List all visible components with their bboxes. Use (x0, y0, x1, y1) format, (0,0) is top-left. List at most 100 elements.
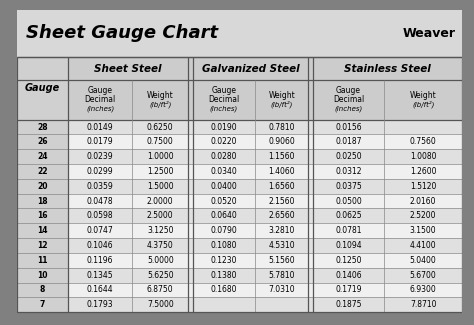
Text: 0.0747: 0.0747 (87, 226, 113, 235)
Text: 2.0160: 2.0160 (410, 197, 437, 206)
Text: Weight: Weight (147, 91, 173, 100)
Text: Sheet Steel: Sheet Steel (94, 64, 162, 73)
Text: 0.1680: 0.1680 (210, 285, 237, 294)
Text: 3.1250: 3.1250 (147, 226, 173, 235)
Text: Weight: Weight (268, 91, 295, 100)
Text: 1.0080: 1.0080 (410, 152, 437, 161)
Text: 2.1560: 2.1560 (268, 197, 295, 206)
Text: 0.0179: 0.0179 (87, 137, 113, 146)
Text: 0.6250: 0.6250 (147, 123, 173, 132)
Text: 0.0478: 0.0478 (87, 197, 113, 206)
Text: 0.1345: 0.1345 (87, 271, 113, 280)
Text: 1.4060: 1.4060 (268, 167, 295, 176)
Text: 0.1793: 0.1793 (87, 300, 113, 309)
Text: Gauge: Gauge (211, 86, 236, 95)
Text: 14: 14 (37, 226, 47, 235)
Text: 0.7810: 0.7810 (268, 123, 295, 132)
Text: Decimal: Decimal (333, 95, 364, 104)
Text: 1.5000: 1.5000 (147, 182, 173, 191)
Text: 4.3750: 4.3750 (147, 241, 173, 250)
Text: Weaver: Weaver (402, 27, 456, 40)
FancyBboxPatch shape (68, 135, 462, 149)
Text: 1.2600: 1.2600 (410, 167, 437, 176)
Text: 0.7560: 0.7560 (410, 137, 437, 146)
Text: 8: 8 (39, 285, 45, 294)
Text: 26: 26 (37, 137, 47, 146)
Text: 0.1250: 0.1250 (335, 256, 362, 265)
Text: 7.8710: 7.8710 (410, 300, 437, 309)
Text: 5.6250: 5.6250 (147, 271, 173, 280)
Text: 0.0299: 0.0299 (87, 167, 113, 176)
Text: 1.5120: 1.5120 (410, 182, 437, 191)
Text: 0.0781: 0.0781 (335, 226, 362, 235)
Text: 0.1406: 0.1406 (335, 271, 362, 280)
Text: 2.5200: 2.5200 (410, 211, 437, 220)
Text: 0.0598: 0.0598 (87, 211, 113, 220)
FancyBboxPatch shape (68, 253, 462, 268)
Text: 0.1380: 0.1380 (210, 271, 237, 280)
Text: 0.0156: 0.0156 (335, 123, 362, 132)
Text: 0.0250: 0.0250 (335, 152, 362, 161)
Text: 10: 10 (37, 271, 47, 280)
Text: 7.0310: 7.0310 (268, 285, 295, 294)
Text: 5.7810: 5.7810 (268, 271, 295, 280)
Text: 1.0000: 1.0000 (147, 152, 173, 161)
Text: 0.0359: 0.0359 (87, 182, 113, 191)
Text: 0.0239: 0.0239 (87, 152, 113, 161)
Text: 5.6700: 5.6700 (410, 271, 437, 280)
Text: Galvanized Steel: Galvanized Steel (202, 64, 299, 73)
Text: 0.0149: 0.0149 (87, 123, 113, 132)
Text: 12: 12 (37, 241, 47, 250)
Text: 0.1875: 0.1875 (335, 300, 362, 309)
Text: 0.1719: 0.1719 (335, 285, 362, 294)
FancyBboxPatch shape (68, 238, 462, 253)
Text: 5.1560: 5.1560 (268, 256, 295, 265)
Text: 1.1560: 1.1560 (268, 152, 295, 161)
Text: 28: 28 (37, 123, 47, 132)
Text: 0.0500: 0.0500 (335, 197, 362, 206)
Text: 0.0340: 0.0340 (210, 167, 237, 176)
Text: 6.8750: 6.8750 (147, 285, 173, 294)
Text: Gauge: Gauge (336, 86, 361, 95)
Text: 4.5310: 4.5310 (268, 241, 295, 250)
Text: 6.9300: 6.9300 (410, 285, 437, 294)
Text: 0.1196: 0.1196 (87, 256, 113, 265)
FancyBboxPatch shape (68, 209, 462, 223)
Text: 0.1080: 0.1080 (210, 241, 237, 250)
Text: Decimal: Decimal (208, 95, 239, 104)
Text: 7: 7 (39, 300, 45, 309)
Text: 0.7500: 0.7500 (147, 137, 173, 146)
Text: 5.0000: 5.0000 (147, 256, 173, 265)
Text: 0.0312: 0.0312 (335, 167, 362, 176)
Text: 2.0000: 2.0000 (147, 197, 173, 206)
FancyBboxPatch shape (68, 282, 462, 297)
Text: (lb/ft²): (lb/ft²) (149, 101, 172, 108)
Text: 0.0220: 0.0220 (210, 137, 237, 146)
FancyBboxPatch shape (68, 164, 462, 179)
FancyBboxPatch shape (68, 223, 462, 238)
Text: 0.0640: 0.0640 (210, 211, 237, 220)
FancyBboxPatch shape (68, 149, 462, 164)
Text: 4.4100: 4.4100 (410, 241, 437, 250)
Text: 20: 20 (37, 182, 47, 191)
FancyBboxPatch shape (68, 297, 462, 312)
Text: 2.5000: 2.5000 (147, 211, 173, 220)
Text: 0.0790: 0.0790 (210, 226, 237, 235)
Text: 24: 24 (37, 152, 47, 161)
FancyBboxPatch shape (17, 10, 462, 57)
Text: 0.0280: 0.0280 (210, 152, 237, 161)
FancyBboxPatch shape (68, 268, 462, 282)
Text: 5.0400: 5.0400 (410, 256, 437, 265)
Text: (lb/ft²): (lb/ft²) (271, 101, 293, 108)
Text: 1.6560: 1.6560 (268, 182, 295, 191)
Text: 0.9060: 0.9060 (268, 137, 295, 146)
Bar (17, 57, 462, 312)
Text: 0.0520: 0.0520 (210, 197, 237, 206)
Text: (inches): (inches) (335, 106, 363, 112)
Text: 0.1094: 0.1094 (335, 241, 362, 250)
Text: Sheet Gauge Chart: Sheet Gauge Chart (26, 24, 218, 43)
Text: 0.1230: 0.1230 (210, 256, 237, 265)
Text: 2.6560: 2.6560 (268, 211, 295, 220)
FancyBboxPatch shape (68, 179, 462, 194)
Text: 0.0375: 0.0375 (335, 182, 362, 191)
